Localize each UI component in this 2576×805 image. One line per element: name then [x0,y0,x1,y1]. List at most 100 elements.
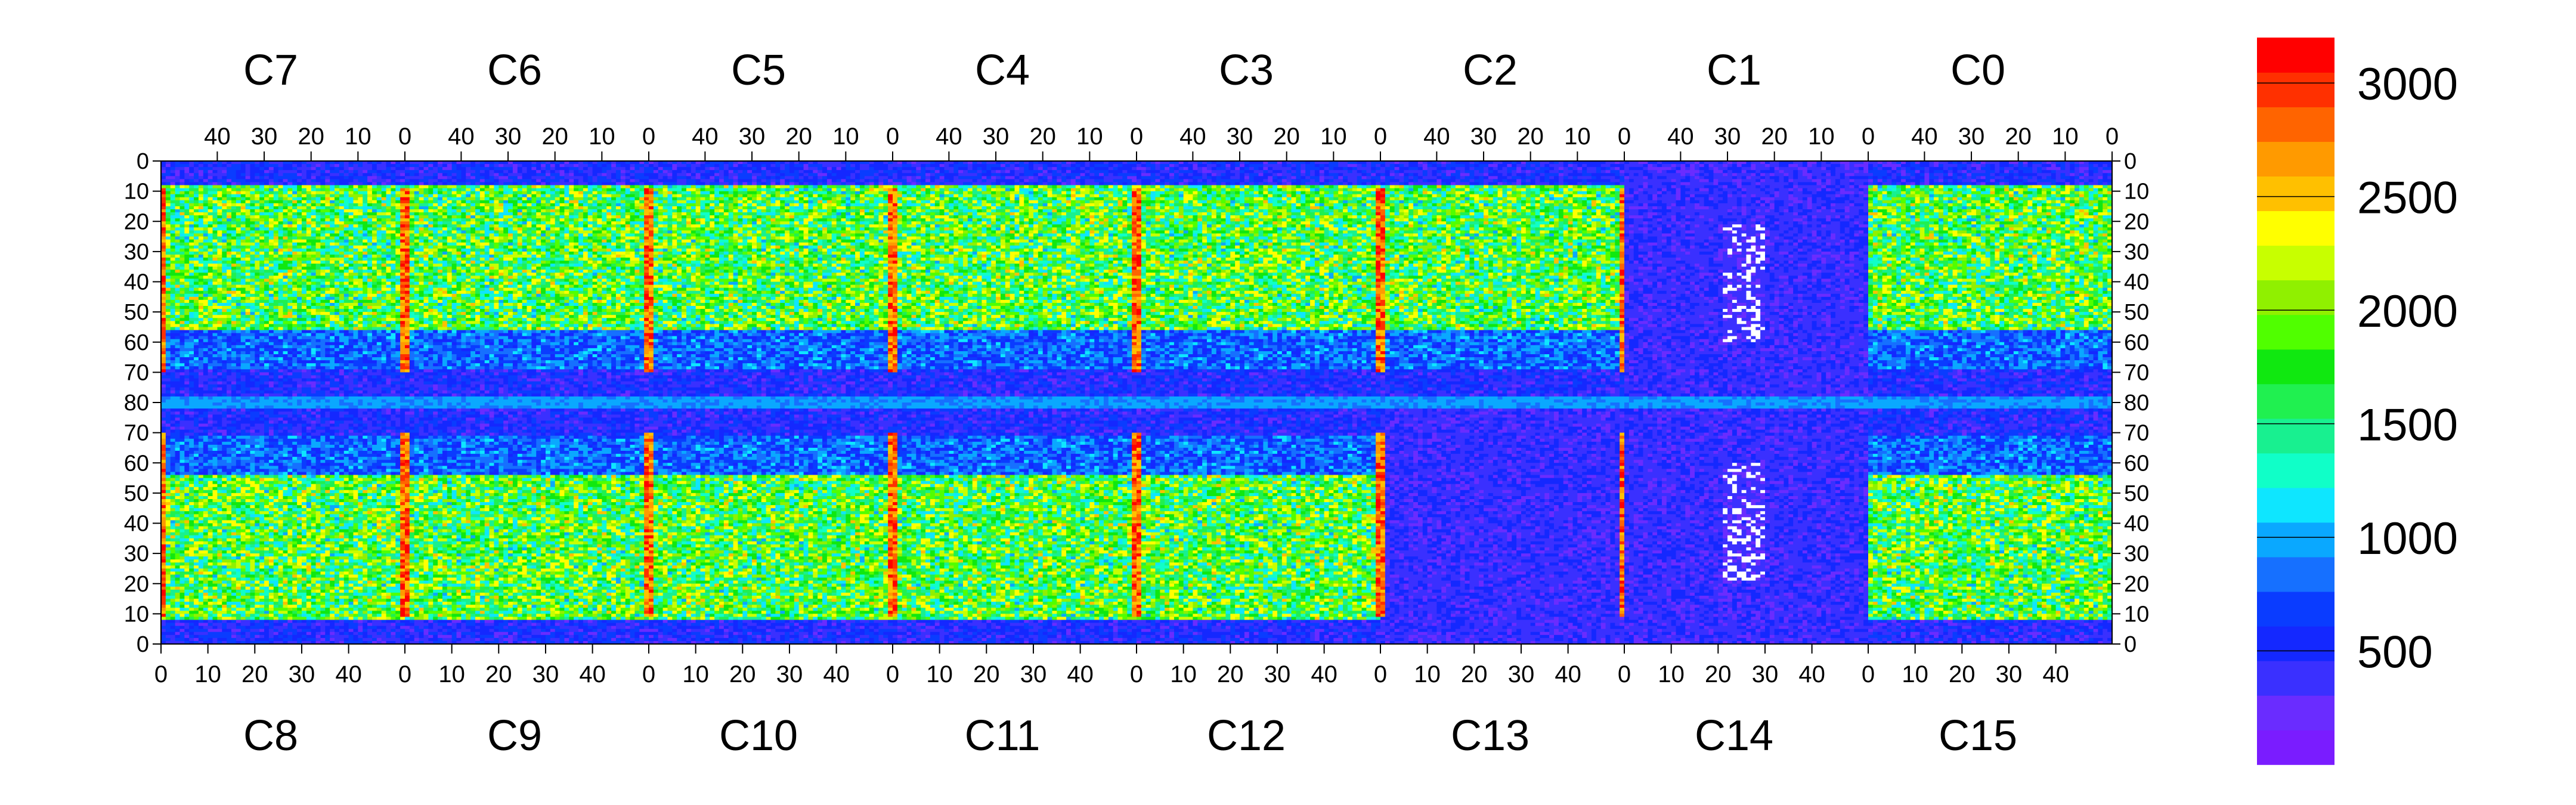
heatmap-cell [2084,182,2089,185]
heatmap-cell [213,182,218,185]
heatmap-cell [766,176,771,179]
heatmap-cell [1887,170,1891,174]
heatmap-cell [789,170,794,174]
heatmap-cell [1835,182,1840,185]
heatmap-cell [696,170,701,174]
heatmap-cell [958,176,982,179]
heatmap-cell [775,185,780,189]
heatmap-cell [1024,179,1029,182]
heatmap-cell [452,164,457,168]
heatmap-cell [217,179,227,182]
heatmap-cell [855,164,860,168]
heatmap-cell [494,173,499,177]
heatmap-cell [1699,173,1704,177]
heatmap-cell [2009,170,2014,174]
heatmap-cell [1549,179,1559,182]
heatmap-cell [574,179,578,182]
heatmap-cell [1113,179,1132,182]
heatmap-cell [1770,173,1775,177]
heatmap-cell [1685,176,1690,179]
heatmap-cell [1197,167,1202,171]
heatmap-cell [1048,167,1052,171]
heatmap-cell [550,176,555,179]
heatmap-cell [729,182,733,185]
heatmap-cell [883,170,897,174]
heatmap-cell [1582,164,1587,168]
heatmap-cell [869,185,874,189]
heatmap-cell [1137,182,1141,185]
heatmap-cell [1873,164,1878,168]
heatmap-cell [1390,173,1395,177]
heatmap-cell [382,185,386,189]
heatmap-cell [1292,167,1296,171]
heatmap-cell [457,185,462,189]
heatmap-cell [1901,173,1906,177]
heatmap-cell [2089,170,2094,174]
heatmap-cell [1474,167,1484,171]
heatmap-cell [335,164,339,168]
heatmap-cell [804,167,809,171]
heatmap-cell [1544,170,1549,174]
heatmap-cell [194,173,199,177]
heatmap-cell [1662,164,1671,168]
heatmap-cell [1587,167,1596,171]
heatmap-cell [1803,164,1807,168]
heatmap-cell [457,167,466,171]
heatmap-cell [832,179,837,182]
heatmap-cell [358,170,363,174]
heatmap-cell [1704,176,1714,179]
heatmap-cell [1770,164,1779,168]
heatmap-cell [1366,176,1371,179]
heatmap-cell [714,170,719,174]
heatmap-cell [1948,179,1953,182]
heatmap-cell [1850,179,1854,182]
heatmap-cell [546,176,550,179]
heatmap-cell [1038,176,1043,179]
heatmap-cell [316,176,321,179]
heatmap-cell [1986,179,1990,182]
heatmap-cell [2098,176,2103,179]
heatmap-cell [213,170,218,174]
heatmap-cell [1751,173,1755,177]
heatmap-cell [1873,167,1878,171]
heatmap-cell [1999,182,2004,185]
heatmap-cell [714,167,719,171]
heatmap-cell [1399,182,1404,185]
heatmap-cell [1648,182,1662,185]
heatmap-cell [1399,179,1404,182]
heatmap-cell [1418,173,1423,177]
heatmap-cell [1676,179,1681,182]
heatmap-cell [1423,173,1428,177]
heatmap-cell [2042,164,2051,168]
heatmap-cell [850,185,855,189]
heatmap-cell [991,167,1001,171]
heatmap-cell [1835,179,1840,182]
heatmap-cell [1643,176,1648,179]
heatmap-cell [1352,182,1357,185]
heatmap-cell [761,170,766,174]
heatmap-cell [297,164,302,168]
heatmap-cell [1348,170,1352,174]
heatmap-cell [1507,179,1516,182]
heatmap-cell [1362,176,1367,179]
heatmap-cell [916,182,921,185]
heatmap-cell [1803,173,1812,177]
heatmap-cell [1451,182,1456,185]
heatmap-cell [1474,170,1479,174]
heatmap-cell [1493,170,1498,174]
heatmap-cell [1620,182,1643,185]
heatmap-cell [1071,176,1076,179]
heatmap-cell [1249,164,1264,168]
heatmap-cell [1357,167,1371,171]
heatmap-cell [818,167,822,171]
heatmap-cell [2051,173,2056,177]
heatmap-cell [1301,167,1305,171]
heatmap-cell [1404,170,1423,174]
heatmap-cell [1456,170,1460,174]
heatmap-cell [1301,179,1310,182]
heatmap-cell [1953,176,1958,179]
heatmap-cell [2070,182,2075,185]
heatmap-cell [634,185,639,189]
heatmap-cell [363,182,367,185]
heatmap-cell [179,170,184,174]
